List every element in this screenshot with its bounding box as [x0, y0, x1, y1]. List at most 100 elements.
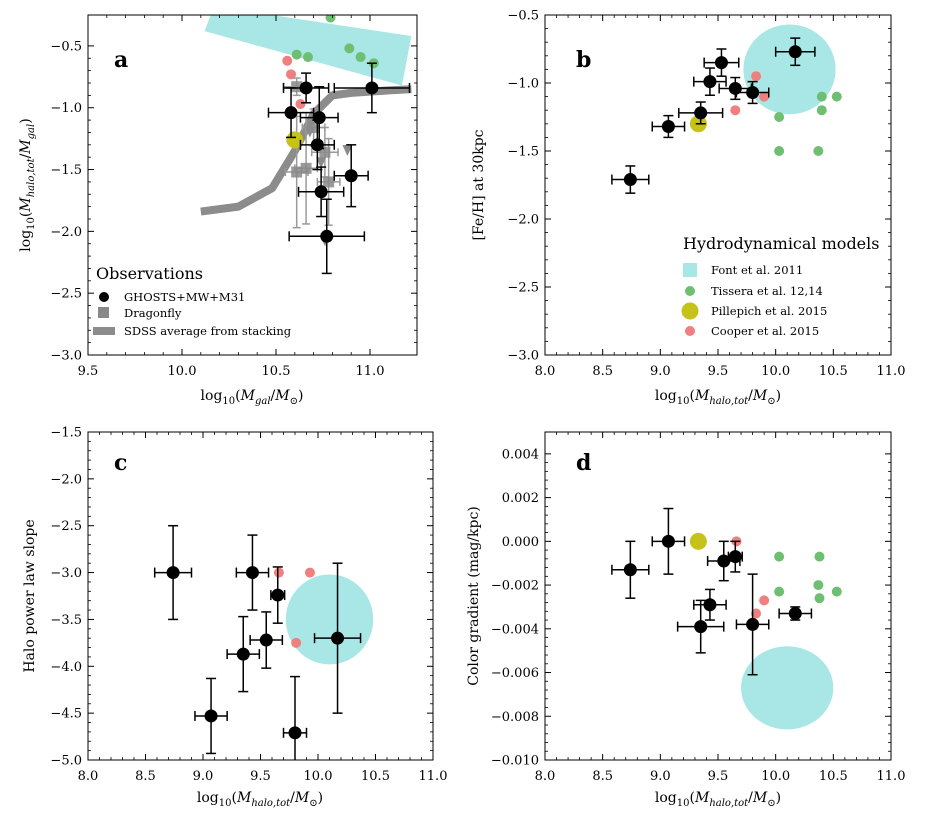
- panel-d-ticks: 8.0 8.5 9.0 9.5 10.0 10.5 11.0 −0.010 −0.008 −0.0…: [491, 432, 906, 784]
- legend-ghosts-label: GHOSTS+MW+M31: [124, 290, 245, 304]
- panel-d: 8.0 8.5 9.0 9.5 10.0 10.5 11.0 −0.010 −0.008 −0.0…: [466, 431, 906, 809]
- panel-b-data: [611, 24, 842, 194]
- cooper-point: [751, 71, 762, 82]
- dragonfly-point: [323, 176, 335, 188]
- tissera-point: [831, 586, 842, 597]
- panel-a-data: [200, 15, 412, 275]
- ghosts-point: [717, 554, 731, 568]
- ghosts-point: [703, 75, 717, 89]
- ghosts-point: [236, 647, 250, 661]
- legend-tissera-label: Tissera et al. 12,14: [711, 284, 823, 298]
- sdss-average-line: [200, 85, 412, 216]
- cooper-point: [730, 105, 741, 116]
- cooper-point: [759, 91, 770, 102]
- panel-b-ticks: 8.0 8.5 9.0 9.5 10.0 10.5 11.0 −3.0 −2.5 −2.0 −1.5…: [507, 9, 905, 380]
- panel-b-xlabel: log10(Mhalo,tot/M⊙): [655, 388, 781, 407]
- ghosts-point: [694, 620, 708, 634]
- panel-d-xtick-label: 10.5: [819, 769, 848, 784]
- legend-cooper-label: Cooper et al. 2015: [711, 324, 819, 338]
- panel-c-xtick-label: 9.5: [250, 769, 271, 784]
- dragonfly-point: [291, 81, 303, 93]
- legend-sdss-label: SDSS average from stacking: [124, 324, 292, 338]
- panel-d-xlabel: log10(Mhalo,tot/M⊙): [655, 790, 781, 809]
- panel-d-ytick-label: −0.004: [491, 622, 539, 637]
- tissera-point: [816, 91, 827, 102]
- panel-d-ytick-label: −0.006: [491, 666, 539, 681]
- pillepich-point: [689, 532, 707, 550]
- ghosts-point: [694, 106, 708, 120]
- panel-a-xlabel: log10(Mgal/M⊙): [201, 388, 304, 407]
- ghosts-point: [344, 169, 358, 183]
- ghosts-point: [204, 709, 218, 723]
- panel-a-xtick-label: 10.0: [168, 364, 197, 379]
- dragonfly-point: [300, 162, 312, 174]
- dragonfly-point: [319, 146, 331, 158]
- panel-c-xtick-label: 8.5: [135, 769, 156, 784]
- panel-b-xtick-label: 8.5: [592, 364, 613, 379]
- tissera-point: [325, 15, 336, 23]
- tissera-point: [774, 146, 785, 156]
- panel-b: 8.0 8.5 9.0 9.5 10.0 10.5 11.0 −3.0 −2.5 −2.0 −1.5…: [471, 9, 905, 408]
- tissera-point: [291, 49, 302, 60]
- tissera-point: [814, 551, 825, 562]
- panel-b-ytick-label: −3.0: [507, 349, 539, 364]
- ghosts-point: [746, 617, 760, 631]
- tissera-point: [344, 43, 355, 54]
- legend-pillepich-label: Pillepich et al. 2015: [711, 304, 827, 318]
- ghosts-point: [788, 45, 802, 59]
- panel-c-xtick-label: 8.0: [78, 769, 99, 784]
- panel-a-xtick-label: 10.5: [262, 364, 291, 379]
- cooper-point: [282, 55, 293, 66]
- panel-a-ticks: 9.5 10.0 10.5 11.0 −3.0 −2.5 −2.0 −1.5 −1.0 −0.5: [50, 15, 417, 379]
- tissera-point: [831, 91, 842, 102]
- panel-a-xtick-label: 11.0: [356, 364, 385, 379]
- panel-b-ytick-label: −1.0: [507, 77, 539, 92]
- ghosts-point: [623, 563, 637, 577]
- panel-c-xtick-label: 10.5: [361, 769, 390, 784]
- legend-tissera-marker: [685, 286, 695, 296]
- upper-limit-marker: [304, 126, 315, 138]
- upper-limit-marker: [342, 145, 353, 156]
- legend-ghosts-marker: [99, 292, 109, 302]
- ghosts-point: [331, 631, 345, 645]
- panel-b-xtick-label: 8.0: [535, 364, 556, 379]
- panel-d-xtick-label: 9.0: [650, 769, 671, 784]
- panel-a-frame: [87, 14, 418, 356]
- ghosts-point: [284, 106, 298, 120]
- panel-d-xtick-label: 11.0: [877, 769, 906, 784]
- tissera-point: [813, 146, 824, 156]
- panel-d-ylabel: Color gradient (mag/kpc): [466, 506, 482, 686]
- ghosts-point: [703, 598, 717, 612]
- panel-c-ticks: 8.0 8.5 9.0 9.5 10.0 10.5 11.0 −5.0 −4.5 −4.0 −3.5…: [50, 426, 447, 785]
- ghosts-point: [788, 606, 802, 620]
- panel-a-ytick-label: −1.0: [50, 101, 82, 116]
- tissera-point: [813, 580, 824, 591]
- legend-observations: Observations GHOSTS+MW+M31 Dragonfly SDS…: [93, 264, 292, 338]
- panel-c-ytick-label: −3.5: [50, 613, 82, 628]
- ghosts-point: [314, 185, 328, 199]
- panel-c-ytick-label: −2.5: [50, 519, 82, 534]
- panel-c-ytick-label: −4.0: [50, 660, 82, 675]
- legend-hydro-title: Hydrodynamical models: [683, 234, 879, 253]
- font-2011-band: [204, 15, 412, 86]
- panel-a: 9.5 10.0 10.5 11.0−3.0−2.5−2.0−1.5−1.0−0.5 …: [18, 14, 418, 407]
- panel-c-frame: [87, 431, 434, 761]
- panel-d-ytick-label: 0.004: [502, 447, 539, 462]
- legend-cooper-marker: [685, 326, 695, 336]
- panel-a-ytick-label: −2.0: [50, 225, 82, 240]
- panel-d-ytick-label: −0.008: [491, 710, 539, 725]
- ghosts-point: [661, 120, 675, 134]
- legend-font-marker: [683, 263, 697, 277]
- tissera-point: [302, 52, 313, 63]
- cooper-point: [304, 567, 315, 578]
- panel-c-ytick-label: −4.5: [50, 707, 82, 722]
- ghosts-point: [166, 566, 180, 580]
- ghosts-point: [259, 633, 273, 647]
- panel-a-ytick-label: −1.5: [50, 163, 82, 178]
- tissera-point: [774, 112, 785, 122]
- panel-b-ytick-label: −2.0: [507, 213, 539, 228]
- panel-b-xtick-label: 9.0: [650, 364, 671, 379]
- panel-c-letter: c: [114, 450, 127, 476]
- ghosts-point: [271, 588, 285, 602]
- panel-c-ylabel: Halo power law slope: [22, 519, 38, 672]
